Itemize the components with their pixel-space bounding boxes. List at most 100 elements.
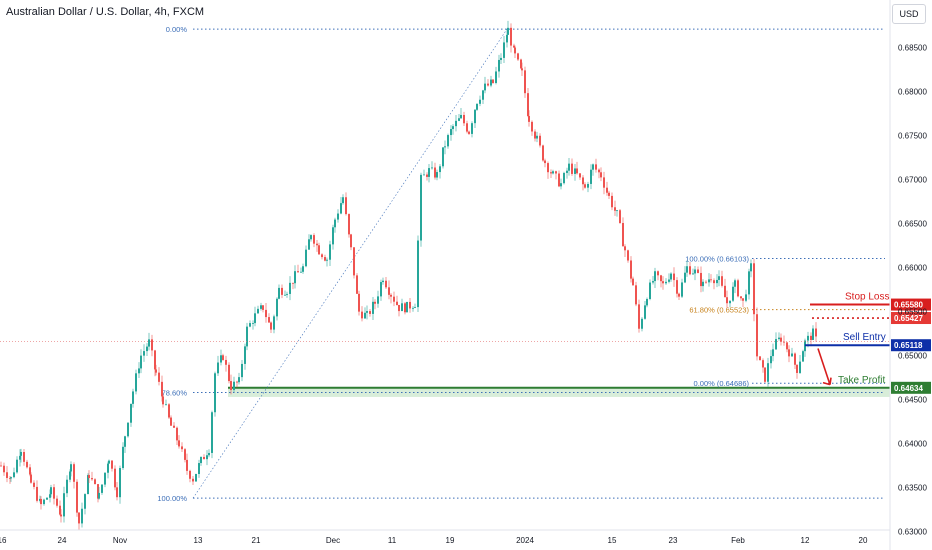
candle (348, 213, 350, 238)
fib-level-label: 0.00% (166, 25, 188, 34)
candle (30, 472, 32, 484)
candle (660, 274, 662, 288)
candle (353, 247, 355, 279)
candle (345, 192, 347, 216)
candle (479, 95, 481, 107)
candle (81, 502, 83, 528)
candle (366, 305, 368, 320)
candle (786, 341, 788, 353)
candle (217, 355, 219, 376)
candle (590, 164, 592, 190)
candle (756, 307, 758, 361)
candle (710, 274, 712, 283)
candle (337, 209, 339, 223)
x-tick-label: 21 (252, 536, 261, 545)
candle (439, 164, 441, 179)
candle (281, 284, 283, 299)
candle (684, 266, 686, 284)
candle (278, 284, 280, 300)
candle (734, 278, 736, 294)
candle (401, 298, 403, 312)
candle (471, 121, 473, 138)
candle (140, 349, 142, 374)
candle (10, 476, 12, 482)
candle (724, 278, 726, 298)
candle (88, 470, 90, 483)
candle (326, 257, 328, 267)
candle (116, 482, 118, 501)
candle (241, 360, 243, 382)
candle (788, 345, 790, 363)
candle (342, 194, 344, 205)
candle (670, 272, 672, 282)
candle (571, 158, 573, 176)
candle (119, 465, 121, 504)
candle (73, 462, 75, 489)
candle (487, 79, 489, 87)
x-tick-label: 15 (608, 536, 617, 545)
candle (316, 239, 318, 252)
candle (305, 245, 307, 268)
candle (442, 147, 444, 169)
candle (555, 170, 557, 180)
candle (13, 467, 15, 479)
candle (228, 362, 230, 384)
x-tick-label: 23 (669, 536, 678, 545)
candle (587, 181, 589, 193)
candle (510, 23, 512, 53)
candle (652, 275, 654, 285)
candle (611, 192, 613, 211)
currency-button[interactable]: USD (892, 4, 926, 24)
candle (582, 175, 584, 191)
trade-levels: Stop Loss 0.65580 Sell Entry 0.65118 Take Pr… (0, 292, 931, 394)
candle (84, 493, 86, 515)
candle (20, 448, 22, 463)
candle (568, 158, 570, 176)
candle (388, 280, 390, 300)
candle (678, 292, 680, 300)
candle (606, 181, 608, 196)
candle (753, 259, 755, 322)
candle (517, 52, 519, 62)
sell-entry-label: Sell Entry (843, 332, 886, 343)
candle (657, 270, 659, 281)
candle (6, 466, 8, 483)
candle (46, 497, 48, 500)
candle (289, 276, 291, 301)
candle (374, 299, 376, 310)
candle (492, 79, 494, 84)
candle (350, 233, 352, 251)
candle (742, 298, 744, 307)
x-tick-label: 24 (58, 536, 67, 545)
candle (294, 265, 296, 289)
candle (254, 306, 256, 327)
candle (321, 253, 323, 260)
candle (708, 273, 710, 287)
candle (173, 422, 175, 428)
candle (0, 461, 2, 467)
candle (630, 256, 632, 283)
x-tick-label: 16 (0, 536, 7, 545)
candle (566, 167, 568, 179)
candle (158, 367, 160, 386)
candle (681, 278, 683, 298)
candlestick-series (0, 20, 817, 531)
candle (101, 484, 103, 495)
candle (783, 335, 785, 346)
y-tick-label: 0.63000 (898, 528, 927, 537)
candle (361, 306, 363, 322)
candle (148, 332, 150, 351)
stop-loss-label: Stop Loss (845, 292, 889, 303)
candle (220, 349, 222, 366)
candle (740, 296, 742, 301)
candle (434, 162, 436, 180)
candle (324, 254, 326, 262)
candle (584, 182, 586, 189)
candle (276, 297, 278, 321)
candle (641, 317, 643, 332)
candle (673, 267, 675, 287)
candle (50, 484, 52, 498)
candle (729, 300, 731, 308)
candle (767, 357, 769, 387)
